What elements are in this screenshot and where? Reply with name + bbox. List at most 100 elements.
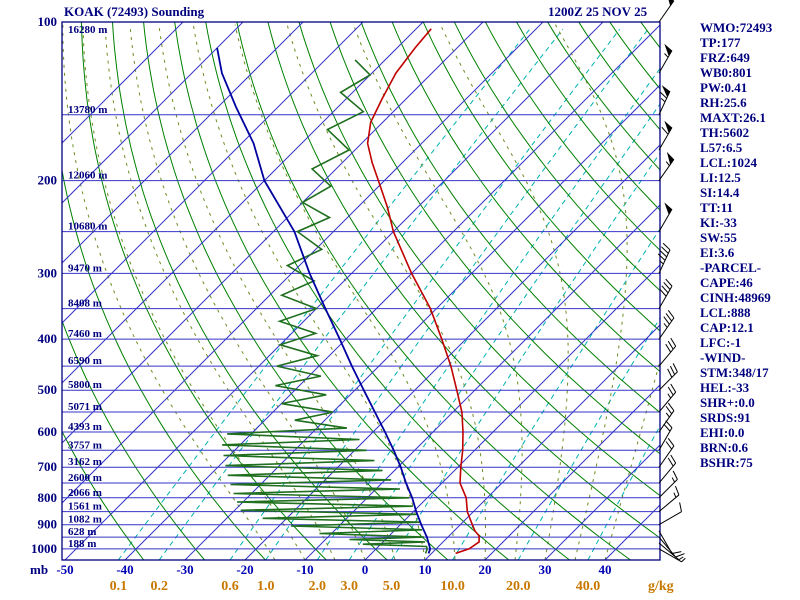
stat-line: TT:11 bbox=[700, 200, 733, 215]
wind-barb bbox=[658, 43, 673, 74]
isotherm-line bbox=[64, 22, 604, 560]
height-label: 16280 m bbox=[68, 24, 107, 36]
wind-barb bbox=[658, 530, 682, 555]
moist-adiabat-line bbox=[82, 24, 306, 560]
isotherm-line bbox=[544, 444, 660, 560]
wind-barb bbox=[658, 470, 678, 499]
stat-line: LCL:1024 bbox=[700, 155, 758, 170]
stat-line: CAPE:46 bbox=[700, 275, 753, 290]
stats-panel: WMO:72493 TP:177 FRZ:649 WB0:801 PW:0.41 RH:2… bbox=[700, 20, 772, 470]
wind-barb bbox=[658, 363, 678, 391]
wind-barb bbox=[658, 485, 680, 513]
temp-tick-label: -20 bbox=[236, 562, 253, 577]
height-label: 5800 m bbox=[68, 379, 102, 391]
stat-line: RH:25.6 bbox=[700, 95, 747, 110]
moist-adiabat-line bbox=[353, 24, 523, 560]
wind-barb bbox=[658, 420, 673, 451]
stat-line: EHI:0.0 bbox=[700, 425, 745, 440]
height-label: 1082 m bbox=[68, 514, 102, 526]
isotherm-line bbox=[62, 22, 364, 324]
stat-line: FRZ:649 bbox=[700, 50, 750, 65]
height-label: 2066 m bbox=[68, 487, 102, 499]
mixing-ratio-tick-label: 20.0 bbox=[506, 579, 531, 594]
isotherm-line bbox=[62, 22, 304, 264]
stat-line: SRDS:91 bbox=[700, 410, 751, 425]
wind-barb bbox=[658, 151, 675, 181]
pressure-tick-label: 100 bbox=[38, 14, 58, 29]
mixing-ratio-tick-label: 0.6 bbox=[221, 579, 239, 594]
isotherm-line bbox=[304, 204, 660, 560]
stat-line: WB0:801 bbox=[700, 65, 752, 80]
height-label: 12060 m bbox=[68, 170, 107, 182]
stat-line: -WIND- bbox=[700, 350, 746, 365]
mixing-ratio-line bbox=[391, 152, 660, 560]
stat-line: LCL:888 bbox=[700, 305, 751, 320]
chart-title: KOAK (72493) Sounding bbox=[64, 4, 205, 19]
stat-line: EI:3.6 bbox=[700, 245, 735, 260]
stat-line: SI:14.4 bbox=[700, 185, 740, 200]
wind-barb bbox=[658, 278, 673, 309]
pressure-tick-label: 1000 bbox=[31, 541, 57, 556]
dry-adiabat-line bbox=[360, 22, 660, 414]
pressure-tick-label: 400 bbox=[38, 331, 58, 346]
isotherm-line bbox=[244, 144, 660, 560]
dry-adiabat-line bbox=[547, 22, 660, 171]
stat-line: BSHR:75 bbox=[700, 455, 753, 470]
wind-barb bbox=[658, 383, 677, 413]
dry-adiabat-line bbox=[174, 22, 510, 560]
plot-frame bbox=[61, 21, 661, 561]
mixing-ratio-tick-label: 40.0 bbox=[576, 579, 601, 594]
dry-adiabat-line bbox=[516, 22, 660, 211]
stat-line: LI:12.5 bbox=[700, 170, 741, 185]
height-label: 8408 m bbox=[68, 298, 102, 310]
dry-adiabat-line bbox=[62, 167, 266, 560]
wind-barb bbox=[658, 454, 677, 484]
moist-adiabat-line bbox=[129, 24, 366, 560]
dry-adiabat-line bbox=[62, 430, 145, 560]
mixing-ratio-line bbox=[158, 28, 564, 560]
dry-adiabat-line bbox=[80, 22, 327, 560]
mixing-ratio-tick-label: 1.0 bbox=[257, 579, 275, 594]
isotherm-line bbox=[62, 22, 484, 444]
wind-barb bbox=[658, 0, 675, 23]
mixing-ratio-line bbox=[117, 28, 531, 560]
isotherm-line bbox=[62, 22, 184, 144]
dewpoint-trace bbox=[222, 59, 429, 554]
isotherm-line bbox=[124, 24, 660, 560]
wind-barb bbox=[658, 85, 671, 115]
pressure-tick-label: 200 bbox=[38, 173, 58, 188]
pressure-tick-label: 900 bbox=[38, 517, 58, 532]
wetbulb-trace bbox=[216, 47, 432, 554]
mixing-ratio-tick-label: 0.1 bbox=[110, 579, 128, 594]
dry-adiabat-line bbox=[62, 319, 205, 560]
temp-tick-label: 40 bbox=[599, 562, 612, 577]
pressure-tick-label: 600 bbox=[38, 424, 58, 439]
wind-barb bbox=[658, 502, 683, 526]
wind-barb bbox=[657, 242, 671, 274]
mixing-unit-label: g/kg bbox=[648, 579, 674, 594]
mixing-ratio-tick-label: 5.0 bbox=[383, 579, 401, 594]
moist-adiabat-line bbox=[439, 24, 569, 560]
moist-adiabat-line bbox=[62, 24, 276, 560]
height-label: 1561 m bbox=[68, 501, 102, 513]
mixing-ratio-tick-label: 3.0 bbox=[340, 579, 358, 594]
moist-adiabat-line bbox=[554, 24, 628, 560]
chart-datetime: 1200Z 25 NOV 25 bbox=[548, 4, 648, 19]
dry-adiabat-line bbox=[205, 22, 570, 560]
height-label: 3757 m bbox=[68, 439, 102, 451]
wind-barbs bbox=[657, 0, 686, 563]
mixing-ratio-line bbox=[452, 228, 660, 560]
stat-line: PW:0.41 bbox=[700, 80, 748, 95]
dry-adiabat-line bbox=[267, 22, 660, 539]
wind-barb bbox=[658, 548, 686, 563]
moist-adiabat-line bbox=[234, 24, 456, 560]
temp-tick-label: 0 bbox=[362, 562, 369, 577]
temp-tick-label: -30 bbox=[176, 562, 193, 577]
stat-line: TP:177 bbox=[700, 35, 741, 50]
dry-adiabat-line bbox=[298, 22, 660, 497]
stat-line: CINH:48969 bbox=[700, 290, 771, 305]
isotherm-line bbox=[62, 22, 544, 504]
stat-line: -PARCEL- bbox=[700, 260, 762, 275]
pressure-unit-label: mb bbox=[30, 562, 48, 577]
